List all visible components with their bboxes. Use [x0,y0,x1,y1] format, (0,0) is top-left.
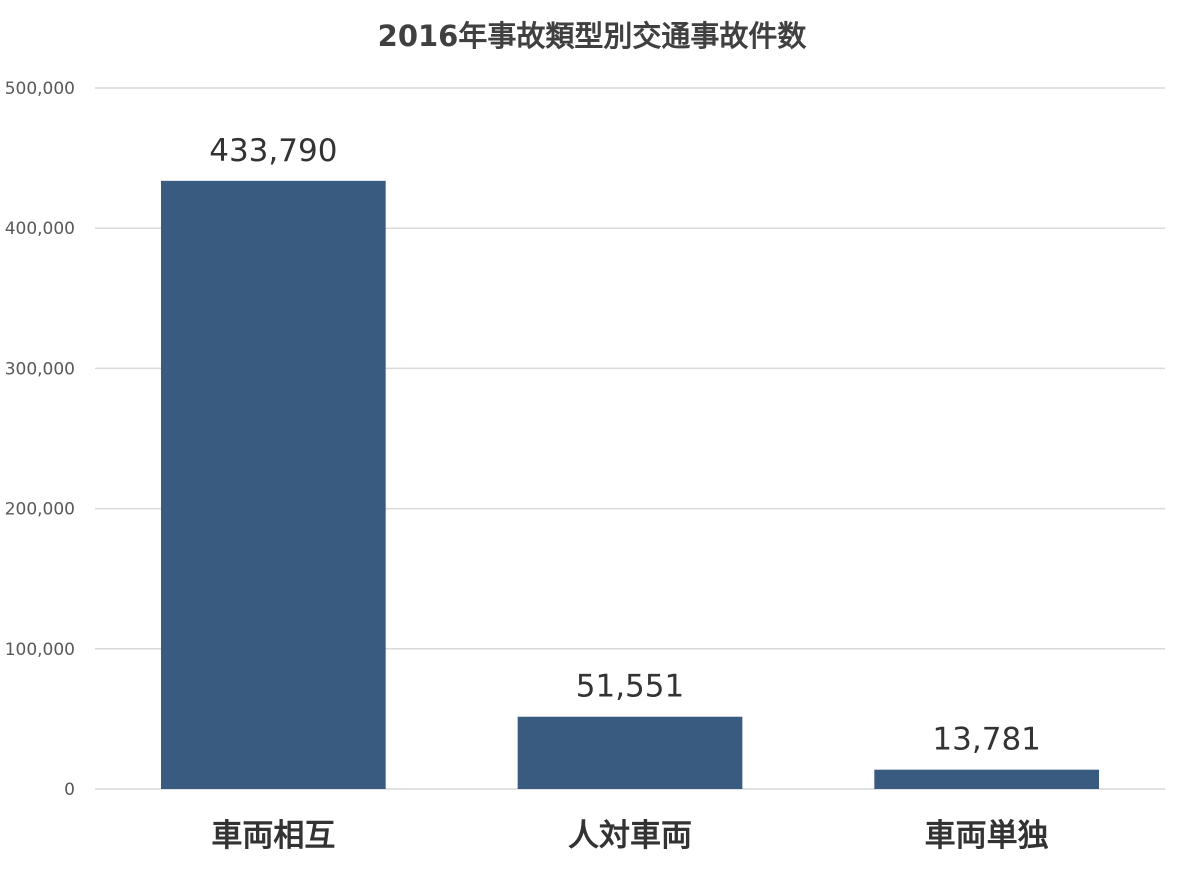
x-axis-tick-labels: 車両相互 人対車両 車両単独 [211,818,1048,854]
bar [874,769,1100,789]
y-tick-label: 300,000 [5,359,75,379]
data-label: 13,781 [932,722,1040,758]
x-tick-label: 車両単独 [925,818,1049,854]
bar [517,716,743,789]
y-tick-label: 200,000 [5,500,75,520]
y-tick-label: 500,000 [5,79,75,99]
data-label: 51,551 [576,669,684,705]
x-tick-label: 車両相互 [211,818,335,854]
y-tick-label: 100,000 [5,640,75,660]
y-axis-tick-labels: 0 100,000 200,000 300,000 400,000 500,000 [5,79,75,800]
data-labels: 433,790 51,551 13,781 [209,133,1041,758]
x-tick-label: 人対車両 [568,818,692,854]
y-tick-label: 0 [64,780,75,800]
y-tick-label: 400,000 [5,219,75,239]
data-label: 433,790 [209,133,337,169]
bars [160,180,1100,789]
bar [160,180,386,789]
chart-title: 2016年事故類型別交通事故件数 [378,19,808,53]
